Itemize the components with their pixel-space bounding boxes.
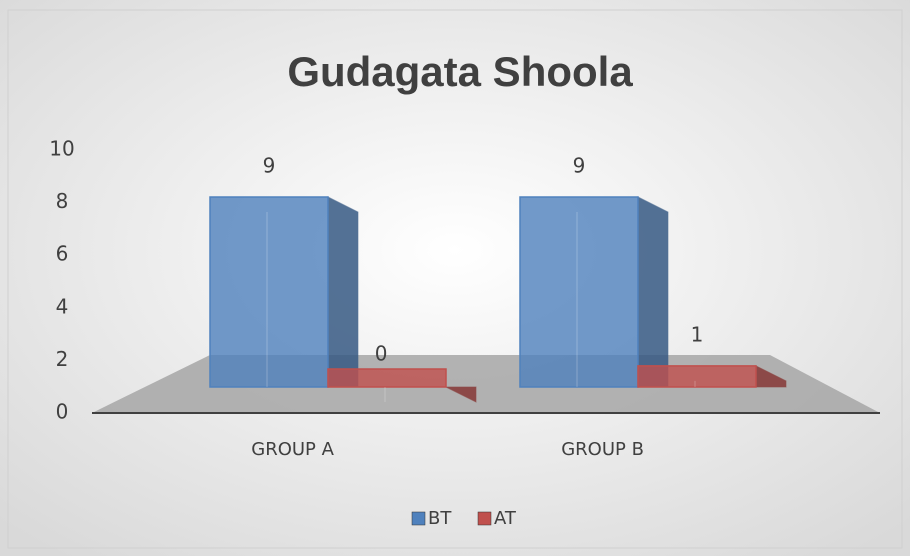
y-tick-label: 2 — [56, 347, 69, 371]
legend-label: AT — [494, 508, 517, 529]
x-tick-label: GROUP B — [561, 439, 644, 460]
legend-label: BT — [428, 508, 452, 529]
data-label: 1 — [691, 322, 704, 346]
bar — [209, 196, 329, 388]
y-tick-label: 6 — [56, 242, 69, 266]
legend-swatch — [411, 511, 426, 526]
frame — [7, 9, 903, 549]
x-tick-label: GROUP A — [251, 439, 334, 460]
y-tick-label: 4 — [56, 294, 69, 318]
bar-side — [637, 196, 669, 388]
y-tick-label: 10 — [49, 137, 74, 161]
data-label: 9 — [573, 154, 586, 178]
y-tick-label: 0 — [56, 400, 69, 424]
data-label: 0 — [375, 342, 388, 366]
data-label: 9 — [263, 154, 276, 178]
bar-side — [327, 196, 359, 388]
legend-swatch — [477, 511, 492, 526]
y-tick-label: 8 — [56, 189, 69, 213]
bar-side — [445, 386, 477, 403]
bar — [637, 365, 757, 388]
chart-title: Gudagata Shoola — [287, 48, 633, 95]
bar — [327, 368, 447, 388]
bar — [519, 196, 639, 388]
